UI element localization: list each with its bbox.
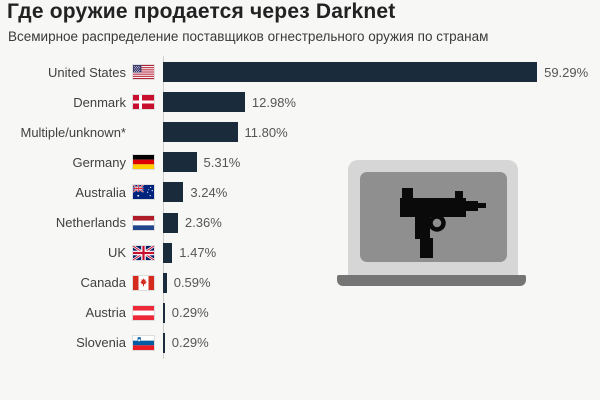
country-label: Multiple/unknown* bbox=[20, 124, 126, 140]
chart-row: Slovenia 0.29% bbox=[0, 328, 600, 358]
bar bbox=[163, 332, 165, 353]
country-label: Austria bbox=[85, 305, 126, 321]
laptop-base bbox=[337, 275, 526, 286]
bar bbox=[163, 92, 245, 113]
country-label: UK bbox=[107, 245, 126, 261]
value-label: 0.29% bbox=[171, 305, 209, 321]
bar-chart: United States bbox=[0, 57, 600, 358]
bar bbox=[163, 152, 197, 173]
chart-row: Multiple/unknown* 11.80% bbox=[0, 117, 600, 147]
bar bbox=[163, 302, 165, 323]
value-label: 3.24% bbox=[190, 184, 228, 200]
value-label: 0.59% bbox=[173, 275, 211, 291]
value-label: 1.47% bbox=[179, 245, 217, 261]
flag-germany-icon bbox=[132, 154, 155, 171]
country-label: Netherlands bbox=[55, 215, 126, 231]
country-label: United States bbox=[47, 64, 126, 80]
bar bbox=[163, 182, 184, 203]
bar bbox=[163, 272, 167, 293]
value-label: 5.31% bbox=[203, 154, 241, 170]
value-label: 2.36% bbox=[184, 215, 222, 231]
flag-australia-icon bbox=[132, 184, 155, 201]
flag-united-states-icon bbox=[132, 64, 155, 81]
chart-row: Denmark 12.98% bbox=[0, 87, 600, 117]
bar bbox=[163, 242, 173, 263]
value-label: 0.29% bbox=[171, 335, 209, 351]
value-label: 12.98% bbox=[251, 94, 296, 110]
value-label: 59.29% bbox=[544, 64, 589, 80]
chart-row: Australia bbox=[0, 177, 600, 207]
value-label: 11.80% bbox=[244, 124, 288, 140]
country-label: Germany bbox=[72, 154, 126, 170]
flag-slovenia-icon bbox=[132, 334, 155, 351]
flag-placeholder bbox=[133, 125, 154, 139]
country-label: Denmark bbox=[73, 94, 126, 110]
flag-denmark-icon bbox=[132, 94, 155, 111]
page-title: Где оружие продается через Darknet bbox=[7, 0, 396, 23]
flag-austria-icon bbox=[132, 304, 155, 321]
chart-row: UK 1.47% bbox=[0, 238, 600, 268]
flag-canada-icon bbox=[132, 274, 155, 291]
bar bbox=[163, 62, 538, 83]
page-subtitle: Всемирное распределение поставщиков огне… bbox=[8, 29, 489, 44]
bar bbox=[163, 122, 238, 143]
country-label: Canada bbox=[80, 275, 126, 291]
uzi-gun-icon bbox=[400, 188, 486, 258]
chart-row: United States bbox=[0, 57, 600, 87]
flag-uk-icon bbox=[132, 244, 155, 261]
chart-row: Germany 5.31% bbox=[0, 147, 600, 177]
bar bbox=[163, 212, 178, 233]
chart-row: Austria 0.29% bbox=[0, 298, 600, 328]
chart-row: Netherlands 2.36% bbox=[0, 207, 600, 237]
country-label: Australia bbox=[75, 184, 126, 200]
flag-netherlands-icon bbox=[132, 214, 155, 231]
chart-row: Canada 0.59% bbox=[0, 268, 600, 298]
country-label: Slovenia bbox=[76, 335, 126, 351]
chart-baseline-axis bbox=[163, 56, 164, 359]
